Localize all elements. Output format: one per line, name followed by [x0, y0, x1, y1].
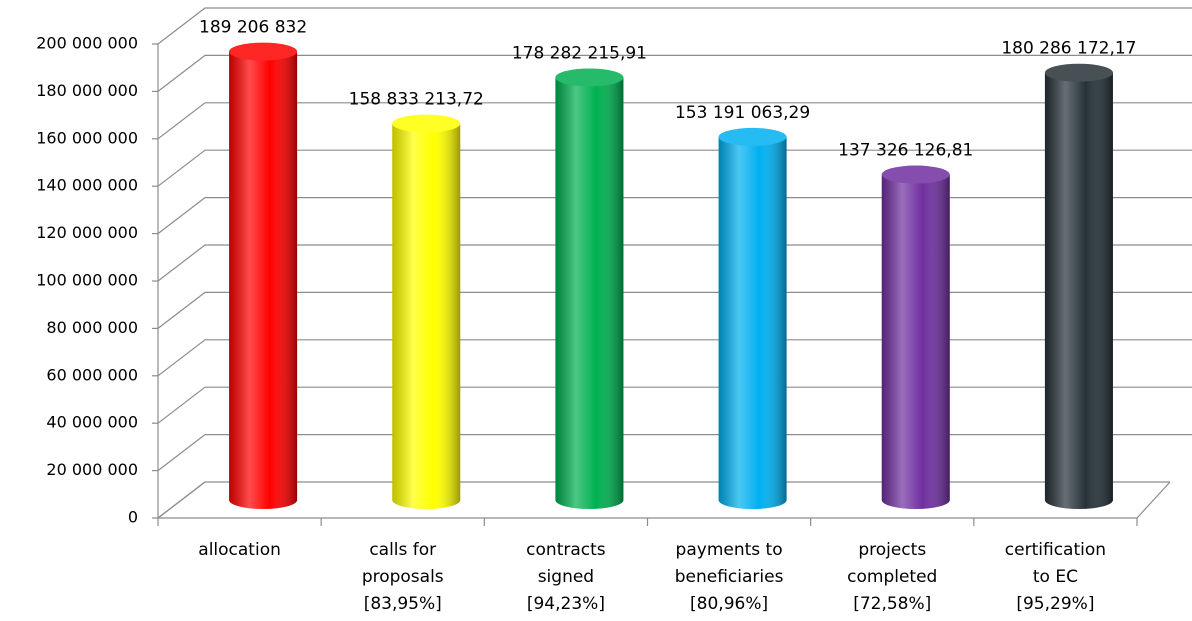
x-tick-label: projects: [858, 540, 926, 560]
data-label: 137 326 126,81: [838, 141, 973, 161]
bar-top-shade: [1044, 63, 1113, 82]
bar-shade: [718, 136, 787, 509]
bar-top: [1044, 63, 1113, 82]
grid-line: [157, 291, 1192, 329]
x-tick-label: payments to: [676, 540, 783, 560]
grid-line: [157, 434, 1192, 472]
grid-line: [157, 197, 1192, 235]
bar-top-shade: [555, 68, 624, 87]
x-tick-label: [83,95%]: [364, 594, 442, 614]
grid-line: [157, 244, 1192, 282]
y-tick-label: 180 000 000: [36, 81, 138, 100]
bar-top-shade: [718, 127, 787, 146]
bar-top: [881, 165, 950, 184]
grid-line: [157, 339, 1192, 377]
grid-line: [157, 149, 1192, 187]
data-label: 153 191 063,29: [675, 103, 810, 123]
x-tick-label: signed: [538, 567, 594, 587]
data-label: 158 833 213,72: [349, 90, 484, 110]
bar-shade: [555, 77, 624, 510]
bar-top: [555, 68, 624, 87]
x-tick-label: proposals: [362, 567, 444, 587]
bar-top-shade: [392, 114, 461, 133]
x-tick-label: contracts: [526, 540, 606, 560]
floor: [157, 481, 1171, 519]
bar-shade: [881, 174, 950, 509]
x-tick-label: to EC: [1033, 567, 1078, 587]
y-tick-label: 140 000 000: [36, 176, 138, 195]
bar-shade: [392, 123, 461, 510]
y-tick-label: 120 000 000: [36, 223, 138, 242]
x-tick-label: calls for: [369, 540, 436, 560]
x-tick-label: [94,23%]: [527, 594, 605, 614]
y-tick-label: 0: [128, 508, 138, 527]
y-tick-label: 200 000 000: [36, 34, 138, 53]
y-tick-label: 60 000 000: [46, 365, 138, 384]
x-tick-label: allocation: [198, 540, 281, 560]
grid-line: [157, 102, 1192, 140]
x-tick-label: completed: [847, 567, 937, 587]
y-tick-label: 20 000 000: [46, 460, 138, 479]
data-label: 189 206 832: [199, 18, 307, 38]
y-tick-label: 160 000 000: [36, 128, 138, 147]
x-tick-label: certification: [1005, 540, 1106, 560]
x-tick-label: [95,29%]: [1016, 594, 1094, 614]
bar-shade: [1044, 72, 1113, 509]
grid-line: [157, 481, 1170, 519]
x-tick-label: [72,58%]: [853, 594, 931, 614]
bar-top-shade: [229, 42, 298, 61]
x-tick-label: beneficiaries: [675, 567, 784, 587]
data-label: 180 286 172,17: [1001, 39, 1136, 59]
x-tick-label: [80,96%]: [690, 594, 768, 614]
grid-line: [157, 54, 1192, 92]
y-tick-label: 80 000 000: [46, 318, 138, 337]
bar-top: [392, 114, 461, 133]
y-tick-label: 40 000 000: [46, 413, 138, 432]
data-label: 178 282 215,91: [512, 43, 647, 63]
bar-top: [718, 127, 787, 146]
y-tick-label: 100 000 000: [36, 271, 138, 290]
grid-line: [157, 386, 1192, 424]
bar-shade: [229, 51, 298, 510]
grid-line: [157, 7, 1192, 45]
bar-top: [229, 42, 298, 61]
bar-top-shade: [881, 165, 950, 184]
